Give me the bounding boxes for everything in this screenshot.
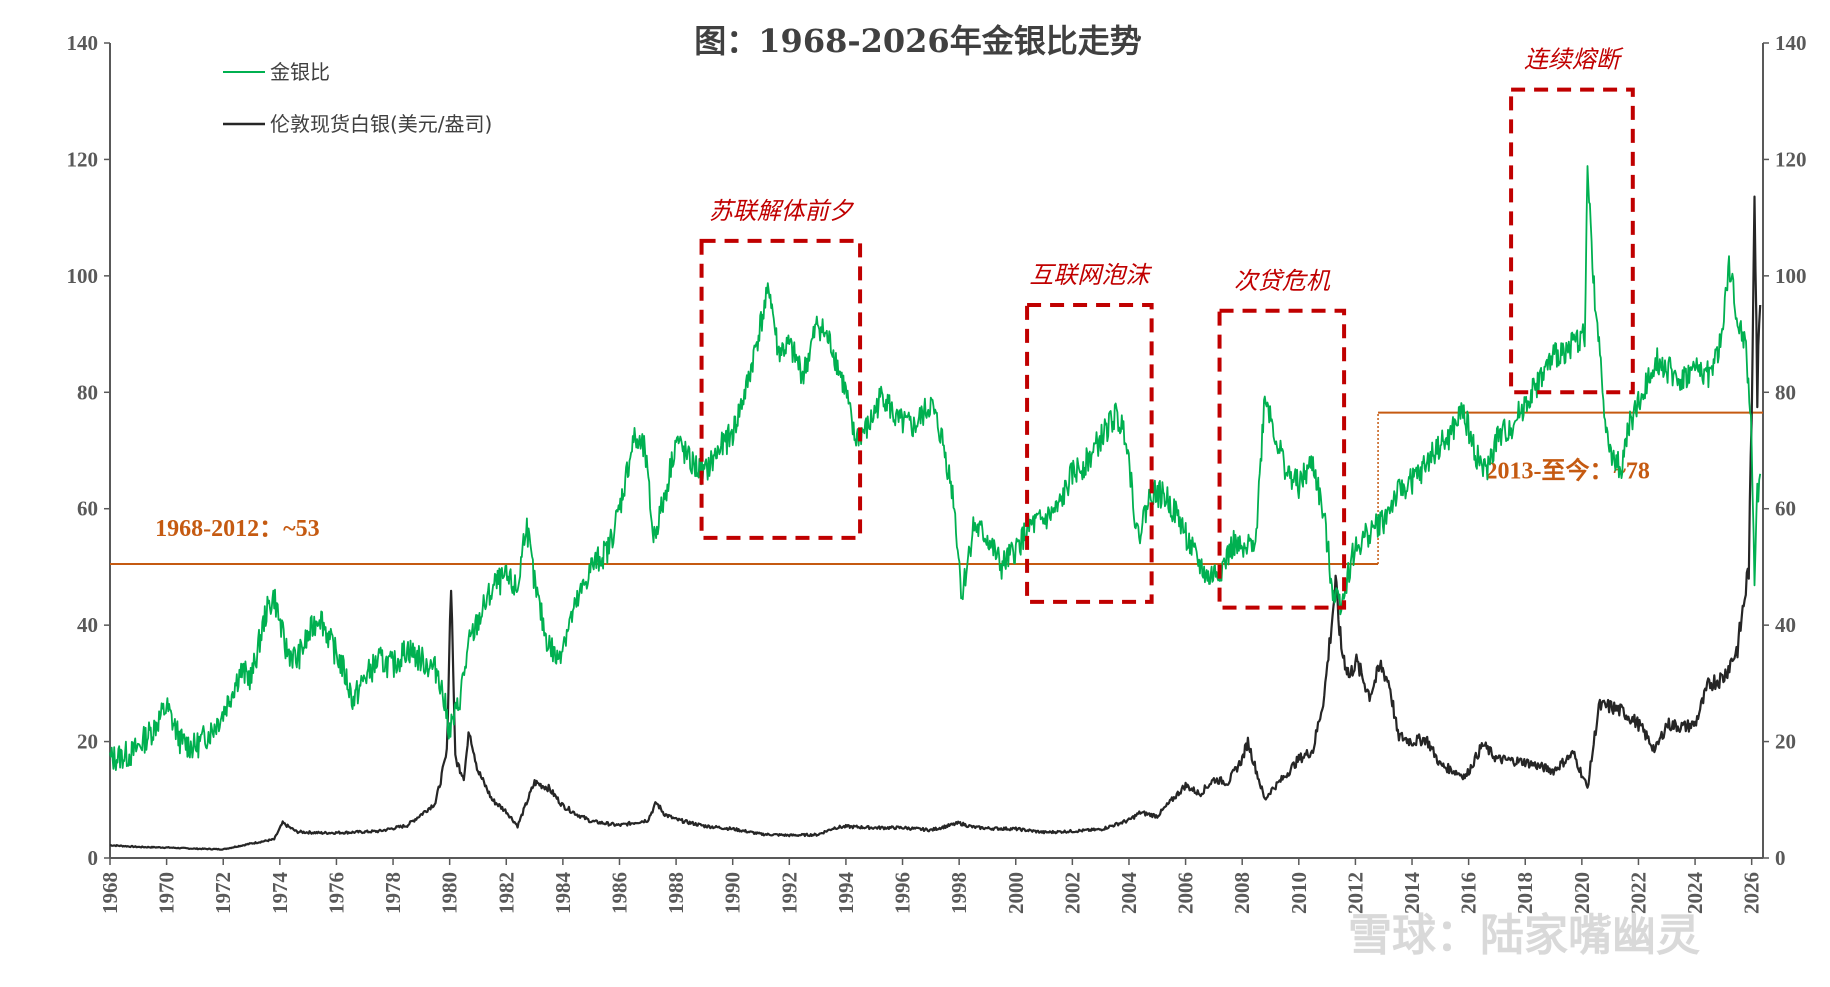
x-tick-label: 1970 — [155, 872, 179, 914]
annotation-label: 次贷危机 — [1234, 267, 1331, 295]
x-tick-label: 1986 — [607, 872, 631, 914]
series-line-silver — [109, 195, 1762, 851]
legend-label-silver: 伦敦现货白银(美元/盎司) — [270, 112, 492, 136]
x-tick-label: 2020 — [1570, 872, 1594, 914]
y-tick-label-left: 20 — [77, 730, 98, 754]
x-tick-label: 2016 — [1457, 872, 1481, 914]
watermark-text: 雪球：陆家嘴幽灵 — [1348, 910, 1700, 961]
x-tick-label: 1982 — [494, 872, 518, 914]
y-tick-label-left: 140 — [67, 31, 99, 55]
y-tick-label-right: 40 — [1775, 613, 1796, 637]
x-tick-label: 2022 — [1626, 872, 1650, 914]
x-tick-label: 2018 — [1513, 872, 1537, 914]
annotation-box — [1025, 302, 1154, 604]
x-tick-label: 1984 — [551, 872, 575, 915]
x-tick-label: 2008 — [1230, 872, 1254, 914]
annotation-label: 连续熔断 — [1524, 46, 1624, 74]
y-tick-label-right: 0 — [1775, 846, 1786, 870]
x-tick-label: 1998 — [947, 872, 971, 914]
y-tick-label-right: 140 — [1775, 31, 1807, 55]
x-tick-label: 1976 — [324, 872, 348, 914]
series-line-gold-silver-ratio — [109, 165, 1762, 771]
x-tick-label: 2012 — [1343, 872, 1367, 914]
x-tick-label: 1992 — [777, 872, 801, 914]
x-tick-label: 2014 — [1400, 872, 1424, 915]
annotation-box — [1509, 87, 1635, 395]
y-tick-label-left: 120 — [67, 147, 99, 171]
x-tick-label: 2024 — [1683, 872, 1707, 915]
x-tick-label: 2010 — [1287, 872, 1311, 914]
y-tick-label-left: 40 — [77, 613, 98, 637]
chart-title: 图：1968-2026年金银比走势 — [694, 22, 1141, 60]
x-tick-label: 1978 — [381, 872, 405, 914]
y-tick-label-right: 100 — [1775, 264, 1807, 288]
reference-lines: 1968-2012：~53 2013-至今：~78 — [110, 411, 1763, 566]
y-tick-label-right: 60 — [1775, 497, 1796, 521]
x-tick-label: 2002 — [1060, 872, 1084, 914]
x-tick-label: 2004 — [1117, 872, 1141, 915]
x-tick-label: 1990 — [721, 872, 745, 914]
avg-label-2013-now: 2013-至今：~78 — [1485, 457, 1649, 485]
y-tick-label-left: 100 — [67, 264, 99, 288]
x-tick-label: 1980 — [438, 872, 462, 914]
legend-label-ratio: 金银比 — [270, 60, 330, 84]
x-tick-label: 1994 — [834, 872, 858, 915]
y-tick-label-left: 80 — [77, 380, 98, 404]
y-tick-label-left: 0 — [88, 846, 99, 870]
x-tick-label: 1996 — [891, 872, 915, 914]
x-tick-label: 1968 — [98, 872, 122, 914]
series-lines — [109, 165, 1762, 851]
y-tick-label-left: 60 — [77, 497, 98, 521]
y-tick-label-right: 20 — [1775, 730, 1796, 754]
annotation-box — [1217, 308, 1347, 610]
x-tick-label: 1974 — [268, 872, 292, 915]
x-tick-label: 2026 — [1740, 872, 1764, 914]
annotation-label: 苏联解体前夕 — [709, 197, 855, 225]
annotation-label: 互联网泡沫 — [1029, 261, 1152, 289]
x-tick-label: 1988 — [664, 872, 688, 914]
y-tick-label-right: 120 — [1775, 147, 1807, 171]
x-tick-label: 1972 — [211, 872, 235, 914]
y-tick-label-right: 80 — [1775, 380, 1796, 404]
avg-label-1968-2012: 1968-2012：~53 — [155, 516, 319, 542]
annotation-box — [699, 238, 863, 540]
x-tick-label: 2006 — [1174, 872, 1198, 914]
x-tick-label: 2000 — [1004, 872, 1028, 914]
